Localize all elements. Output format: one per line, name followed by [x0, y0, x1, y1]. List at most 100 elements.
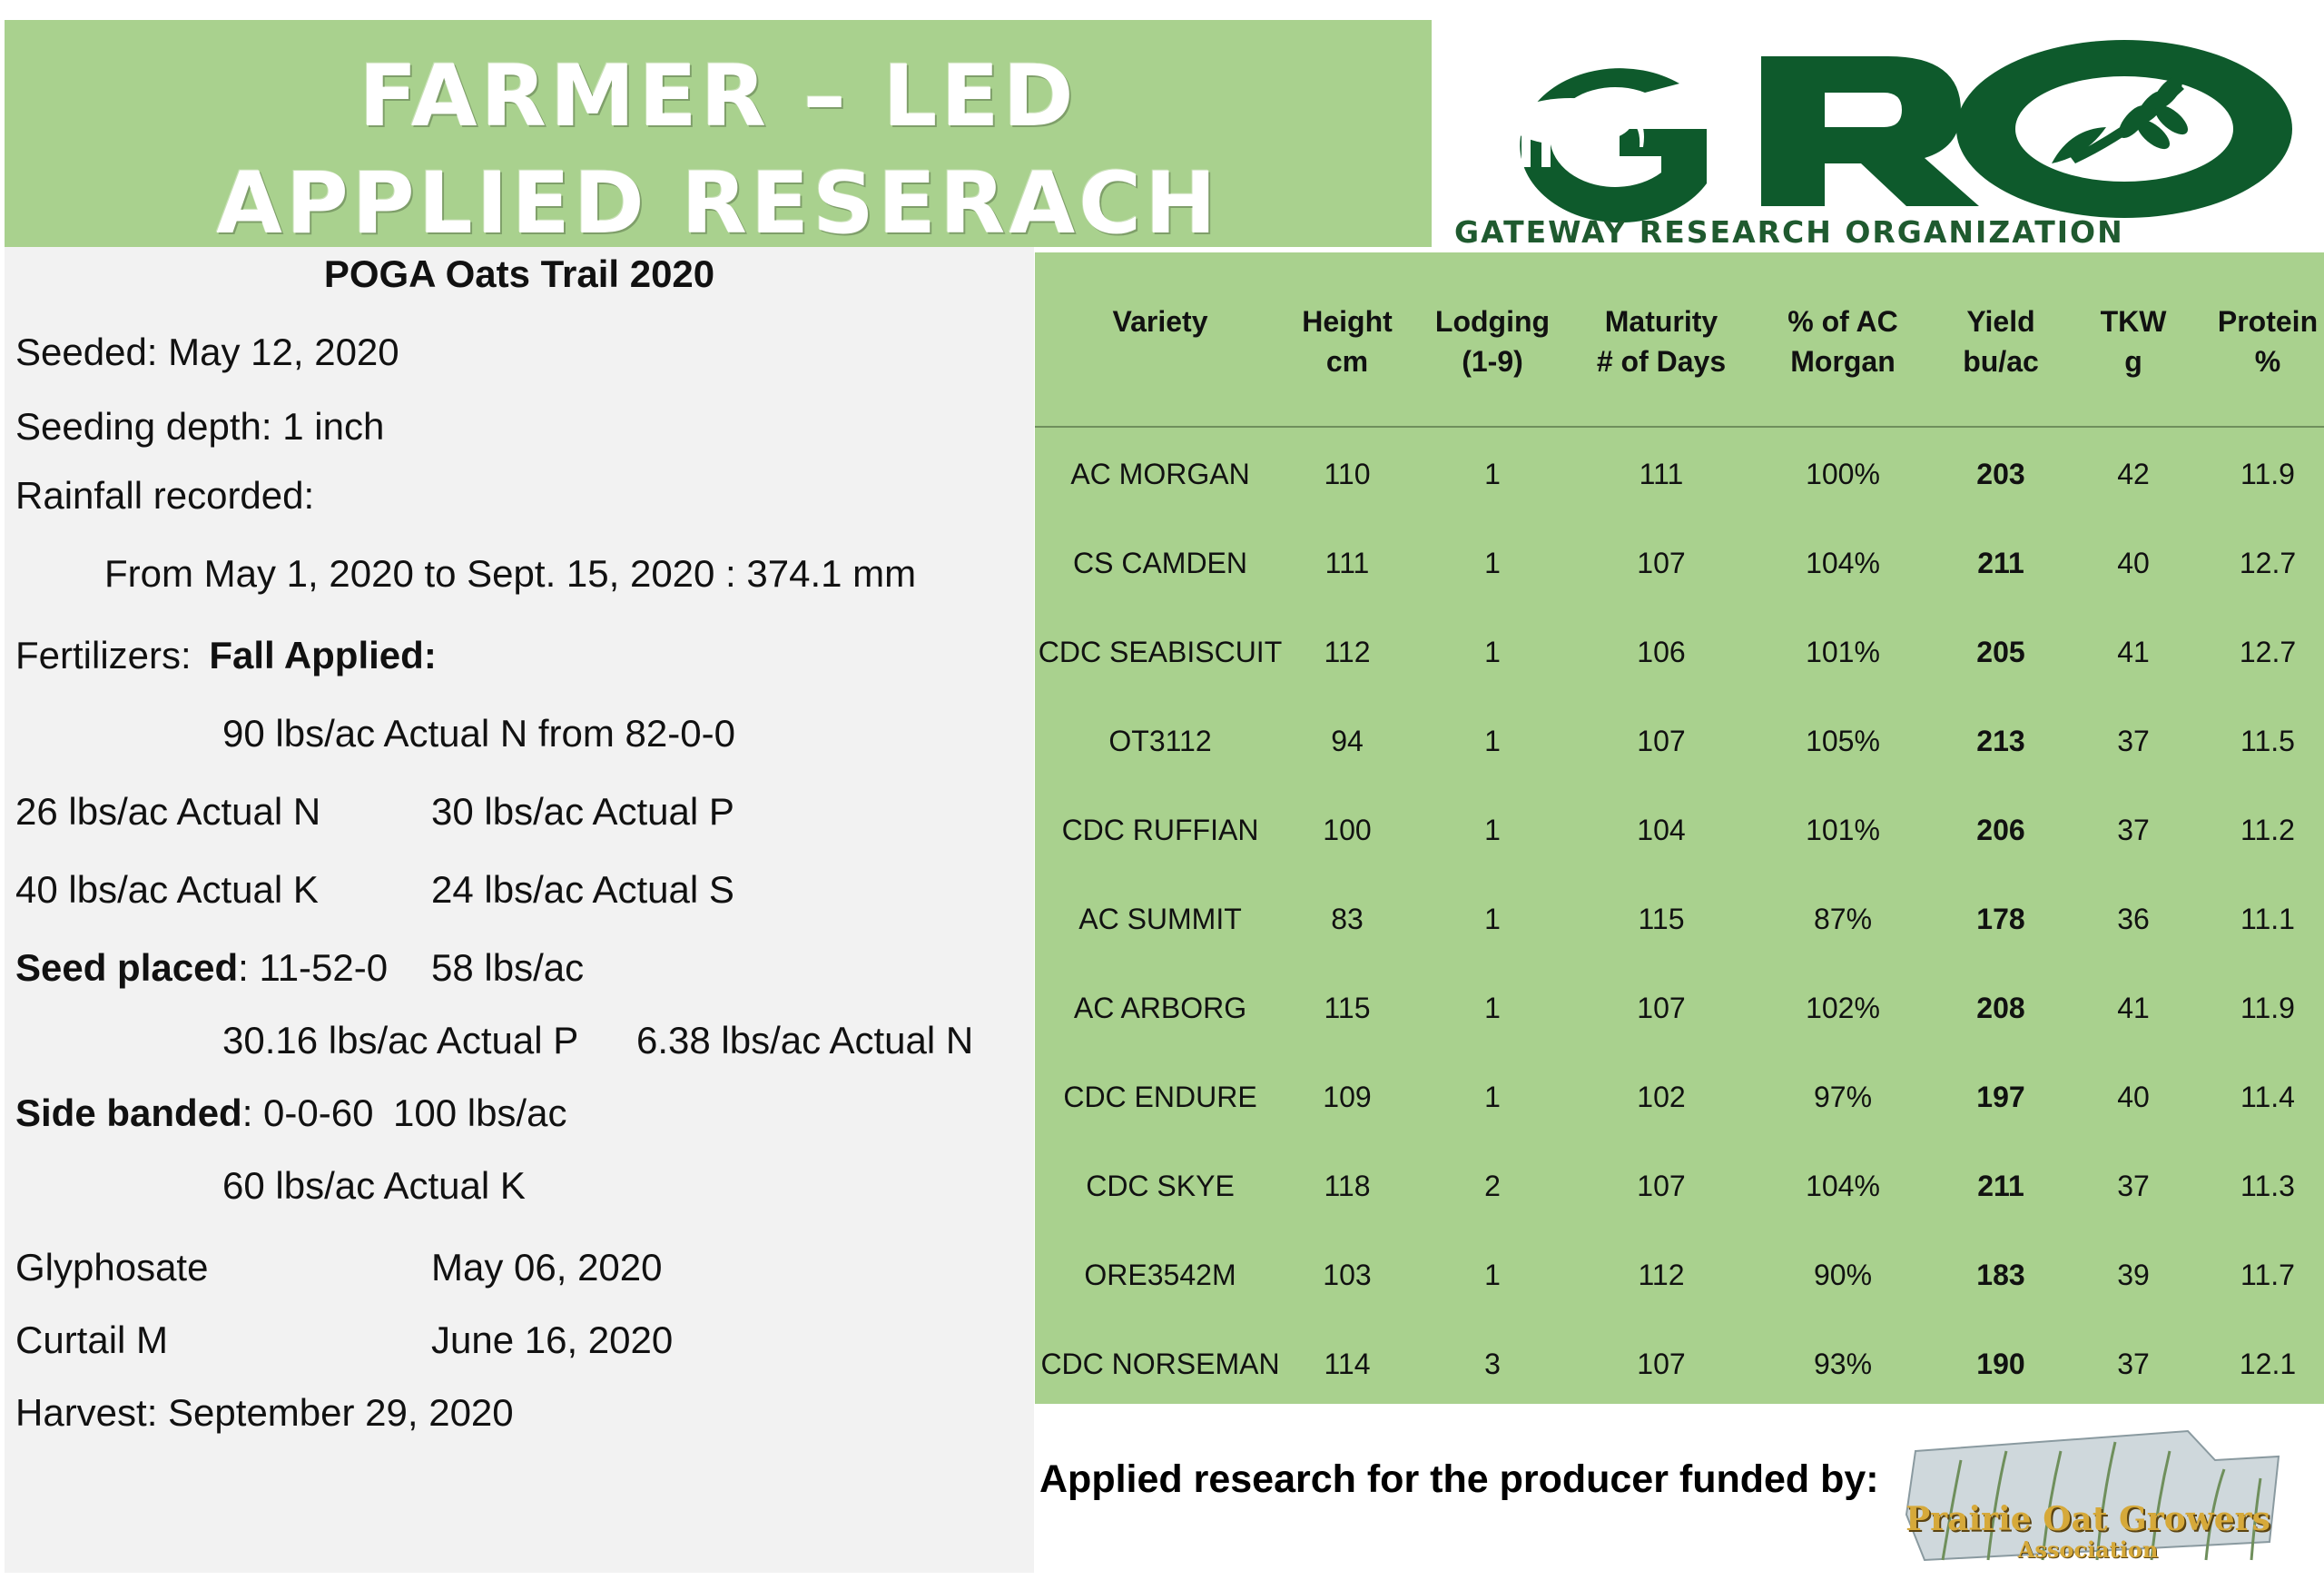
header-divider [1035, 426, 2324, 428]
cell-variety: ORE3542M [1084, 1259, 1236, 1291]
seed-placed-label: Seed placed [15, 946, 239, 989]
column-header-variety: Variety [1113, 301, 1208, 341]
cell-protein: 11.9 [2240, 992, 2295, 1024]
cell-protein: 11.9 [2240, 458, 2295, 490]
seeded-date: Seeded: May 12, 2020 [15, 331, 399, 373]
cell-yield: 183 [1976, 1259, 2025, 1291]
cell-maturity: 107 [1637, 1348, 1686, 1380]
cell-pct-ac-morgan: 100% [1806, 458, 1880, 490]
cell-tkw: 40 [2117, 547, 2150, 579]
cell-tkw: 36 [2117, 903, 2150, 935]
rainfall-detail: From May 1, 2020 to Sept. 15, 2020 : 374… [104, 552, 917, 595]
column-header-line-2: (1-9) [1462, 345, 1523, 378]
cell-pct-ac-morgan: 101% [1806, 636, 1880, 668]
cell-height: 118 [1324, 1170, 1371, 1202]
cell-tkw: 41 [2117, 636, 2150, 668]
table-row: AC SUMMIT 83 1 115 87% 178 36 11.1 [1035, 875, 2324, 964]
cell-pct-ac-morgan: 104% [1806, 547, 1880, 579]
cell-height: 115 [1324, 992, 1371, 1024]
fall-applied-label: Fall Applied: [209, 634, 437, 676]
cell-yield: 213 [1976, 725, 2025, 757]
column-header-line-2: bu/ac [1963, 345, 2039, 378]
banner-title-line-1: FARMER – LED [359, 47, 1078, 146]
cell-protein: 11.5 [2240, 725, 2295, 757]
fall-applied-n: 90 lbs/ac Actual N from 82-0-0 [222, 712, 735, 755]
cell-yield: 190 [1976, 1348, 2025, 1380]
seed-placed-product: : 11-52-0 [238, 946, 389, 989]
table-row: OT3112 94 1 107 105% 213 37 11.5 [1035, 697, 2324, 786]
table-row: CDC ENDURE 109 1 102 97% 197 40 11.4 [1035, 1053, 2324, 1142]
cell-height: 111 [1324, 547, 1370, 579]
cell-yield: 203 [1976, 458, 2025, 490]
cell-height: 114 [1324, 1348, 1371, 1380]
side-banded-rate: 100 lbs/ac [393, 1091, 567, 1134]
cell-pct-ac-morgan: 101% [1806, 814, 1880, 846]
cell-protein: 12.1 [2239, 1348, 2297, 1380]
cell-variety: CDC RUFFIAN [1061, 814, 1259, 846]
column-header-height: Height cm [1302, 301, 1393, 381]
table-row: CS CAMDEN 111 1 107 104% 211 40 12.7 [1035, 519, 2324, 608]
cell-lodging: 1 [1484, 1259, 1501, 1291]
column-header-pct-ac-morgan: % of AC Morgan [1787, 301, 1897, 381]
column-header-line-1: Lodging [1434, 305, 1551, 338]
cell-tkw: 37 [2117, 1170, 2150, 1202]
cell-height: 103 [1323, 1259, 1372, 1291]
cell-pct-ac-morgan: 102% [1806, 992, 1880, 1024]
cell-lodging: 1 [1484, 903, 1501, 935]
cell-maturity: 107 [1637, 1170, 1686, 1202]
cell-pct-ac-morgan: 105% [1806, 725, 1880, 757]
results-table: Variety Height cm Lodging (1-9) Maturity # of … [1035, 252, 2324, 1404]
side-banded-label: Side banded [15, 1091, 242, 1134]
column-header-line-1: Variety [1112, 305, 1208, 338]
poga-logo-subtext: Association [2017, 1536, 2159, 1563]
fertilizers-label: Fertilizers: [15, 634, 192, 676]
cell-variety: AC ARBORG [1073, 992, 1247, 1024]
cell-lodging: 1 [1484, 814, 1501, 846]
column-header-lodging: Lodging (1-9) [1435, 301, 1550, 381]
cell-yield: 208 [1976, 992, 2025, 1024]
cell-tkw: 37 [2117, 814, 2150, 846]
title-banner: FARMER – LED APPLIED RESERACH [5, 20, 1432, 253]
gro-logo: GATEWAY RESEARCH ORGANIZATION [1434, 20, 2306, 250]
poga-logo-text: Prairie Oat Growers [1905, 1500, 2270, 1538]
cell-height: 83 [1331, 903, 1364, 935]
column-header-line-1: Height [1302, 305, 1393, 338]
cell-height: 110 [1324, 458, 1371, 490]
cell-protein: 11.3 [2240, 1170, 2295, 1202]
cell-variety: CDC SKYE [1086, 1170, 1235, 1202]
side-banded-line: Side banded: 0-0-60 [15, 1091, 373, 1135]
cell-variety: AC SUMMIT [1078, 903, 1242, 935]
curtail-label: Curtail M [15, 1318, 169, 1361]
cell-pct-ac-morgan: 97% [1813, 1081, 1873, 1113]
cell-yield: 211 [1977, 1170, 2024, 1202]
cell-tkw: 40 [2117, 1081, 2150, 1113]
funded-by-text: Applied research for the producer funded… [1039, 1457, 1879, 1501]
cell-pct-ac-morgan: 93% [1813, 1348, 1873, 1380]
cell-tkw: 39 [2117, 1259, 2150, 1291]
cell-yield: 211 [1977, 547, 2024, 579]
cell-variety: CDC SEABISCUIT [1038, 636, 1283, 668]
cell-maturity: 107 [1637, 547, 1686, 579]
column-header-line-1: Maturity [1604, 305, 1718, 338]
cell-height: 100 [1323, 814, 1372, 846]
cell-variety: CS CAMDEN [1072, 547, 1248, 579]
cell-protein: 12.7 [2239, 547, 2297, 579]
column-header-line-2: cm [1325, 345, 1369, 378]
cell-height: 94 [1331, 725, 1364, 757]
banner-title-line-2: APPLIED RESERACH [216, 154, 1220, 253]
column-header-line-1: Protein [2217, 305, 2319, 338]
cell-maturity: 107 [1637, 725, 1686, 757]
harvest-date: Harvest: September 29, 2020 [15, 1391, 514, 1434]
cell-variety: AC MORGAN [1070, 458, 1250, 490]
table-row: CDC NORSEMAN 114 3 107 93% 190 37 12.1 [1035, 1320, 2324, 1409]
cell-lodging: 1 [1484, 1081, 1501, 1113]
column-header-line-2: % [2254, 345, 2281, 378]
seed-placed-line: Seed placed: 11-52-0 [15, 946, 388, 990]
poga-logo-icon [1905, 1429, 2280, 1562]
gro-logo-icon [1478, 40, 2292, 223]
fert-n-26: 26 lbs/ac Actual N [15, 790, 321, 833]
cell-lodging: 3 [1484, 1348, 1501, 1380]
side-banded-product: : 0-0-60 [241, 1091, 374, 1134]
gro-logo-caption: GATEWAY RESEARCH ORGANIZATION [1454, 214, 2124, 250]
cell-tkw: 42 [2117, 458, 2150, 490]
